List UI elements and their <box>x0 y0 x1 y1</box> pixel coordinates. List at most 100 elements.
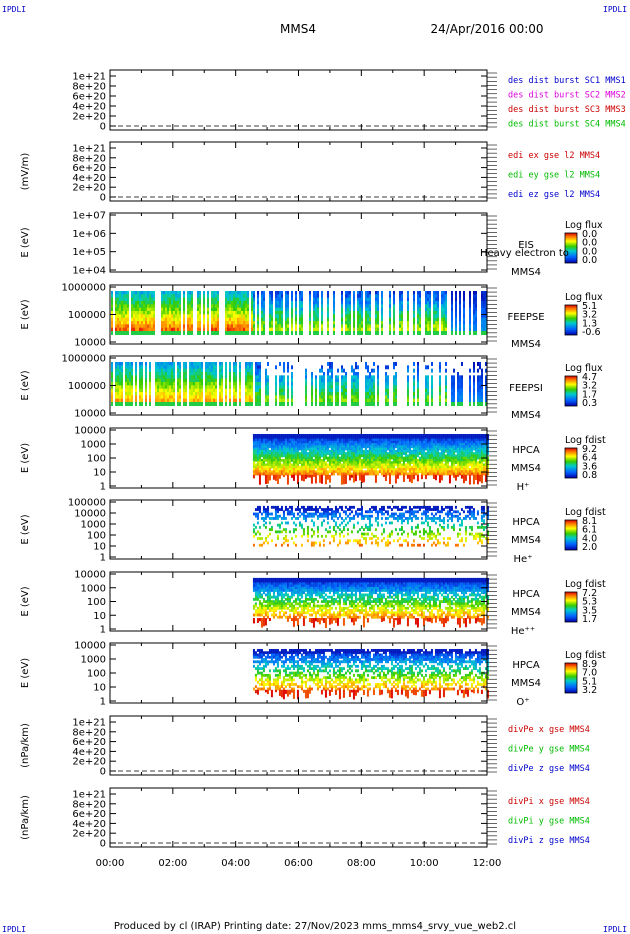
y-tick-label: 100000 <box>68 498 106 509</box>
colorbar-p8 <box>564 591 578 623</box>
y-tick-label: 2e+20 <box>72 183 106 194</box>
legend-entry-p1: des dist burst SC1 MMS1 <box>508 76 626 86</box>
panel-p2: edi ex gse l2 MMS4 edi ey gse l2 MMS4 edi … <box>20 141 600 204</box>
spectrogram-p9 <box>252 649 489 700</box>
y-axis-label-p8: E (eV) <box>20 586 31 616</box>
y-tick-label: 1e+06 <box>72 229 106 240</box>
y-tick-label: 4e+20 <box>72 819 106 830</box>
legend-entry-p2: edi ex gse l2 MMS4 <box>508 151 600 161</box>
colorbar-tick: 7.0 <box>582 668 597 679</box>
y-tick-label: 4e+20 <box>72 102 106 113</box>
colorbar-tick: 6.1 <box>582 525 597 536</box>
colorbar-tick: 8.9 <box>582 659 597 670</box>
colorbar-tick: 1.3 <box>582 318 597 329</box>
legend-entry-p1: des dist burst SC4 MMS4 <box>508 120 626 130</box>
species-label-p8: He⁺⁺ <box>511 626 535 637</box>
colorbar-tick: 1.7 <box>582 614 597 625</box>
y-tick-label: 4e+20 <box>72 747 106 758</box>
colorbar-title-p6: Log fdist <box>565 435 606 446</box>
y-tick-label: 1e+21 <box>72 72 106 83</box>
y-tick-label: 10 <box>93 611 106 622</box>
y-axis-label-p6: E (eV) <box>20 443 31 473</box>
colorbar-title-p3: Log flux <box>565 220 603 231</box>
y-tick-label: 1e+04 <box>72 266 106 277</box>
y-tick-label: 6e+20 <box>72 163 106 174</box>
colorbar-tick: 8.1 <box>582 516 597 527</box>
colorbar-title-p7: Log fdist <box>565 507 606 518</box>
colorbar-tick: 4.7 <box>582 372 597 383</box>
y-axis-label-p9: E (eV) <box>20 658 31 688</box>
y-tick-label: 100 <box>87 669 106 680</box>
y-tick-label: 1000000 <box>61 354 106 365</box>
colorbar-tick: 0.3 <box>582 398 597 409</box>
y-tick-label: 8e+20 <box>72 82 106 93</box>
colorbar-p9 <box>564 662 578 694</box>
top-right-tag: IPDLI <box>603 5 627 14</box>
spacecraft-label-p9: MMS4 <box>511 678 541 689</box>
y-tick-label: 10000 <box>74 338 106 349</box>
legend-entry-p11: divPi z gse MMS4 <box>508 836 590 846</box>
species-label-p9: O⁺ <box>516 697 529 708</box>
y-tick-label: 2e+20 <box>72 757 106 768</box>
spacecraft-label-p3: MMS4 <box>511 267 541 278</box>
frame-p2 <box>109 141 488 202</box>
colorbar-tick: 3.5 <box>582 605 597 616</box>
colorbar-p6 <box>564 447 578 479</box>
colorbar-tick: 3.2 <box>582 381 597 392</box>
y-tick-label: 8e+20 <box>72 799 106 810</box>
y-tick-label: 8e+20 <box>72 727 106 738</box>
footer-text: Produced by cl (IRAP) Printing date: 27/… <box>114 921 516 932</box>
y-axis-label-p3: E (eV) <box>20 227 31 257</box>
y-tick-label: 100 <box>87 531 106 542</box>
y-tick-label: 0 <box>100 122 106 133</box>
y-tick-label: 1 <box>100 553 106 564</box>
y-tick-label: 1e+07 <box>72 211 106 222</box>
y-axis-label-p7: E (eV) <box>20 514 31 544</box>
legend-entry-p10: divPe z gse MMS4 <box>508 764 590 774</box>
y-axis-label-p4: E (eV) <box>20 299 31 329</box>
y-tick-label: 1e+05 <box>72 247 106 258</box>
y-tick-label: 10000 <box>74 570 106 581</box>
colorbar-tick: 6.4 <box>582 453 597 464</box>
colorbar-tick: 9.2 <box>582 444 597 455</box>
colorbar-tick: 0.0 <box>582 229 597 240</box>
colorbar-tick: -0.6 <box>582 327 601 338</box>
y-tick-label: 100000 <box>68 381 106 392</box>
colorbar-tick: 5.1 <box>582 676 597 687</box>
colorbar-tick: 7.2 <box>582 588 597 599</box>
frame-p1 <box>109 69 488 131</box>
y-tick-label: 0 <box>100 839 106 850</box>
time-tick-label: 06:00 <box>284 858 313 869</box>
panel-p10: divPe x gse MMS4 divPe y gse MMS4 divPe z … <box>20 715 590 778</box>
y-tick-label: 100000 <box>68 310 106 321</box>
top-left-tag: IPDLI <box>2 5 26 14</box>
spectrogram-p4 <box>111 291 487 336</box>
y-tick-label: 2e+20 <box>72 112 106 123</box>
colorbar-p3 <box>564 232 578 264</box>
y-tick-label: 6e+20 <box>72 92 106 103</box>
spacecraft-label-p5: MMS4 <box>511 410 541 421</box>
y-tick-label: 1000 <box>81 583 106 594</box>
colorbar-tick: 0.8 <box>582 470 597 481</box>
frame-p10 <box>109 715 488 776</box>
colorbar-tick: 2.0 <box>582 542 597 553</box>
instrument-label-p8: HPCA <box>512 589 540 600</box>
y-axis-label-p5: E (eV) <box>20 370 31 400</box>
frame-p11 <box>109 787 488 848</box>
spacecraft-label-p8: MMS4 <box>511 607 541 618</box>
instrument-label-p3: EIS <box>518 240 534 251</box>
spectrogram-p5 <box>111 362 487 407</box>
time-axis: 00:00 02:00 04:00 06:00 08:00 10:00 12:00 <box>96 858 502 869</box>
y-tick-label: 0 <box>100 193 106 204</box>
instrument-label-p6: HPCA <box>512 445 540 456</box>
instrument-label-p5: FEEPSI <box>509 383 543 394</box>
instrument-label-p7: HPCA <box>512 517 540 528</box>
colorbar-tick: 5.3 <box>582 597 597 608</box>
y-axis-label-p2: (mV/m) <box>20 153 31 191</box>
legend-entry-p11: divPi y gse MMS4 <box>508 817 590 827</box>
y-tick-label: 1e+21 <box>72 144 106 155</box>
y-tick-label: 0 <box>100 767 106 778</box>
